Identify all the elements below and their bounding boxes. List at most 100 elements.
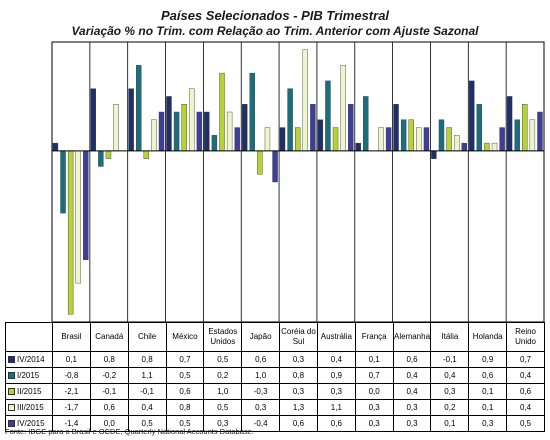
legend-label: IV/2014 [17,355,45,364]
data-label: 1,1 [316,399,356,416]
data-label: 1,0 [203,383,243,400]
bar-IV-2015-7 [348,104,354,152]
bar-III-2015-10 [453,135,460,152]
bar-IV-2015-3 [196,111,203,152]
legend-entry: IV/2014 [5,351,53,368]
data-label: 0,9 [316,367,356,384]
data-label: 0,3 [430,383,470,400]
legend-label: II/2015 [17,387,42,396]
legend-entry: III/2015 [5,399,53,416]
bar-IV-2014-2 [128,88,134,152]
bar-I-2015-11 [476,104,483,152]
data-label: 0,4 [127,399,167,416]
category-label: Chile [127,322,167,352]
data-label: 0,3 [468,415,508,432]
table-header-row: Brasil Canadá Chile México Estados Unidos Jap… [5,322,545,352]
bar-II-2015-3 [181,104,187,152]
bar-IV-2015-12 [537,111,543,152]
data-label: -0,4 [241,415,281,432]
data-label: 0,5 [203,351,243,368]
legend-swatch [8,372,15,380]
bar-I-2015-5 [249,72,255,152]
bar-IV-2015-6 [310,104,316,152]
data-table: Brasil Canadá Chile México Estados Unidos Jap… [5,322,545,432]
bar-I-2015-1 [98,150,104,167]
bar-I-2015-10 [438,119,445,152]
data-label: 0,1 [468,383,508,400]
data-label: 0,1 [52,351,91,368]
bar-I-2015-9 [400,119,407,152]
data-label: -1,7 [52,399,91,416]
bar-II-2015-1 [105,150,112,159]
table-row: III/2015 -1,7 0,6 0,4 0,8 0,5 0,3 1,3 1,1 0,3 0,3 0… [5,399,545,416]
chart-title: Países Selecionados - PIB Trimestral [160,8,390,23]
bar-IV-2014-6 [279,127,286,152]
data-label: 0,6 [241,351,281,368]
bar-I-2015-8 [363,96,369,152]
bar-III-2015-12 [529,119,536,152]
bar-II-2015-9 [408,119,414,152]
table-row: IV/2015 -1,4 0,0 0,5 0,5 0,3 -0,4 0,6 0,6 0,3 0,3 0… [5,415,545,432]
category-label: Brasil [52,322,91,352]
data-label: 0,6 [89,399,129,416]
bar-I-2015-7 [325,80,331,152]
data-label: 0,8 [279,367,318,384]
bar-III-2015-7 [340,65,346,152]
data-label: 0,1 [430,415,470,432]
data-label: 0,5 [165,367,205,384]
category-label: França [354,322,394,352]
bar-III-2015-0 [75,150,81,284]
bar-IV-2014-1 [90,88,96,152]
bar-IV-2014-9 [393,104,399,152]
bar-II-2015-11 [484,142,490,152]
data-label: 0,4 [506,399,545,416]
data-label: 0,7 [165,351,205,368]
bar-IV-2014-4 [204,111,210,152]
data-label: -0,3 [241,383,281,400]
data-label: 0,8 [127,351,167,368]
bar-IV-2015-10 [461,142,467,152]
data-label: -2,1 [52,383,91,400]
bar-I-2015-4 [211,135,218,152]
data-label: 0,3 [279,383,318,400]
data-label: -0,1 [127,383,167,400]
bar-IV-2015-4 [234,127,240,152]
data-label: 0,3 [392,399,432,416]
legend-label: I/2015 [17,371,40,380]
bar-IV-2014-5 [241,104,248,152]
data-label: 0,4 [392,367,432,384]
bar-IV-2014-7 [317,119,324,152]
category-label: Itália [430,322,470,352]
bar-III-2015-11 [491,142,498,152]
data-label: -0,1 [430,351,470,368]
data-label: 0,1 [468,399,508,416]
legend-label: III/2015 [17,403,44,412]
legend-entry: I/2015 [5,367,53,384]
data-label: 0,6 [316,415,356,432]
data-label: -0,1 [89,383,129,400]
data-label: 0,3 [354,415,394,432]
data-label: 0,6 [506,383,545,400]
data-label: 0,0 [354,383,394,400]
data-label: 0,8 [165,399,205,416]
data-label: -0,8 [52,367,91,384]
category-label: Austrália [316,322,356,352]
table-row: II/2015 -2,1 -0,1 -0,1 0,6 1,0 -0,3 0,3 0,3 0,0 0,… [5,383,545,400]
bar-II-2015-4 [219,72,225,152]
legend-swatch [8,388,15,396]
data-label: 1,0 [241,367,281,384]
category-label: Estados Unidos [203,322,243,352]
legend-label: IV/2015 [17,419,45,428]
table-row: IV/2014 0,1 0,8 0,8 0,7 0,5 0,6 0,3 0,4 0,1 0,6 -0,… [5,351,545,368]
bar-II-2015-10 [446,127,452,152]
bar-II-2015-12 [522,104,528,152]
data-label: 0,2 [430,399,470,416]
bar-III-2015-6 [302,49,308,152]
legend-entry: II/2015 [5,383,53,400]
category-label: Canadá [89,322,129,352]
category-label: Holanda [468,322,508,352]
data-label: 1,1 [127,367,167,384]
category-label: Alemanha [392,322,432,352]
legend-swatch [8,356,15,364]
